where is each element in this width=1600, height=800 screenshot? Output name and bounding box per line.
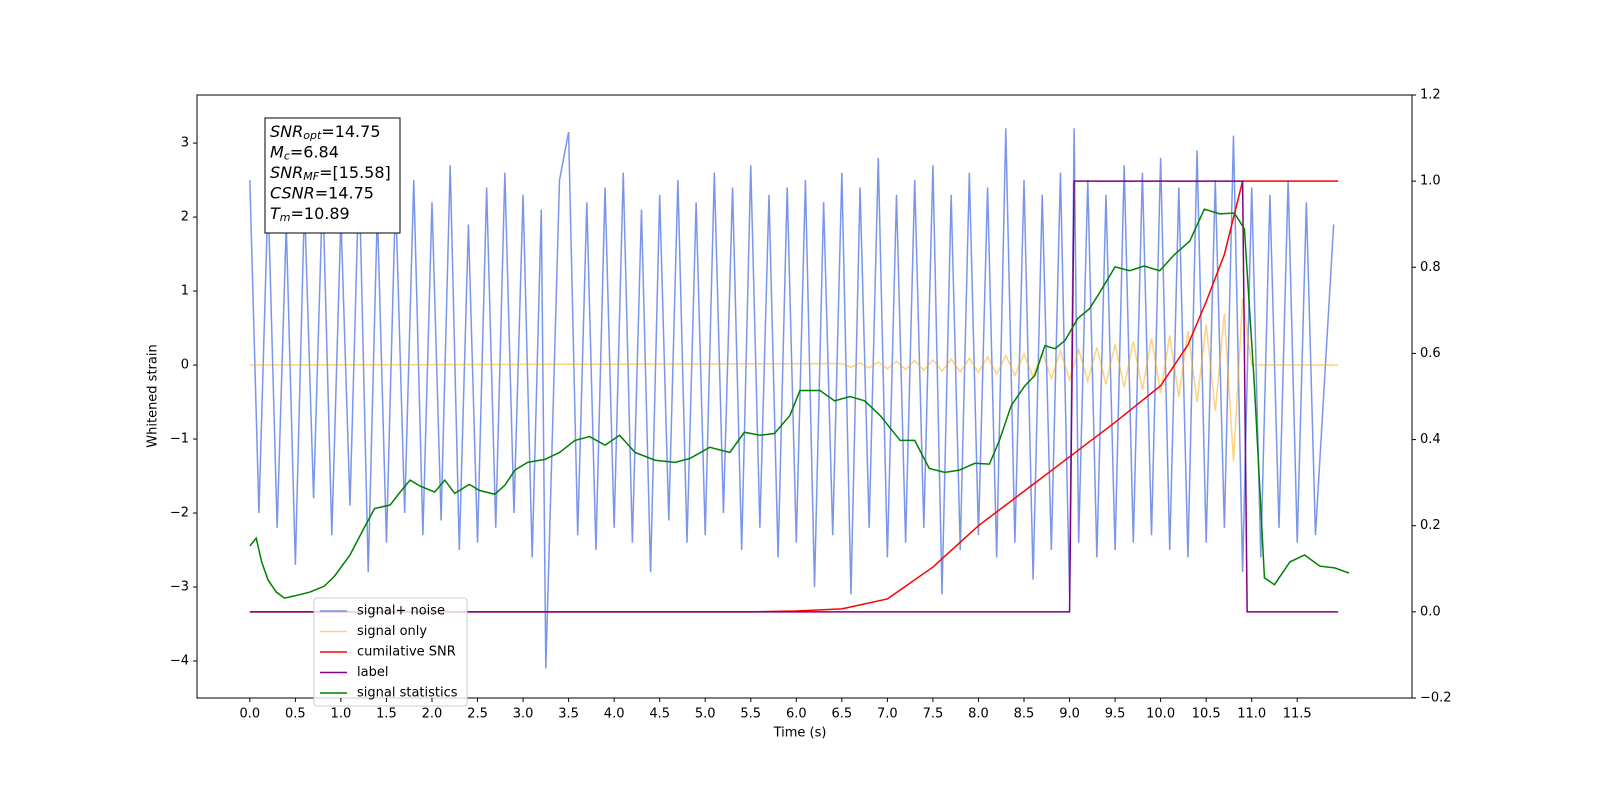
y2-tick-label: 0.6: [1420, 346, 1441, 361]
x-tick-label: 9.0: [1059, 707, 1080, 722]
x-tick-label: 0.5: [285, 707, 306, 722]
plot-area: [249, 128, 1350, 669]
x-tick-label: 3.5: [558, 707, 579, 722]
y-tick-label: −3: [170, 580, 189, 595]
legend-label: signal statistics: [357, 686, 458, 701]
y-tick-label: −4: [170, 654, 189, 669]
annotation-part: =6.84: [290, 142, 339, 161]
annotation-part: =14.75: [315, 183, 374, 202]
series-line: [249, 180, 1339, 613]
legend: signal+ noise signal only cumilative SNR la…: [313, 597, 468, 707]
x-tick-label: 9.5: [1105, 707, 1126, 722]
y2-tick-label: 1.0: [1420, 174, 1441, 189]
annotation-part: MF: [303, 170, 319, 183]
x-tick-label: 1.0: [331, 707, 352, 722]
x-tick-label: 0.0: [239, 707, 260, 722]
x-tick-label: 2.0: [422, 707, 443, 722]
y-tick-label: 1: [181, 284, 189, 299]
x-tick-label: 4.5: [649, 707, 670, 722]
x-tick-label: 4.0: [604, 707, 625, 722]
y-tick-label: −2: [170, 506, 189, 521]
x-tick-label: 7.0: [877, 707, 898, 722]
annotation-line: SNRMF=[15.58]: [270, 163, 391, 184]
y2-tick-label: 0.8: [1420, 260, 1441, 275]
x-tick-label: 6.0: [786, 707, 807, 722]
series-line: [249, 128, 1335, 669]
legend-frame: [313, 597, 468, 707]
legend-label: label: [357, 665, 388, 680]
x-tick-label: 10.5: [1192, 707, 1221, 722]
x-tick-label: 11.0: [1237, 707, 1266, 722]
annotation-line: Mc=6.84: [270, 142, 339, 163]
annotation-part: CSNR: [270, 183, 315, 202]
y2-tick-label: −0.2: [1420, 691, 1452, 706]
annotation-part: =14.75: [321, 122, 380, 141]
y-tick-label: 3: [181, 136, 189, 151]
axes-frame: [196, 94, 1413, 699]
legend-label: cumilative SNR: [357, 645, 456, 660]
annotation-part: =10.89: [291, 204, 350, 223]
series-line: [249, 208, 1350, 599]
x-tick-label: 7.5: [923, 707, 944, 722]
annotation-line: SNRopt=14.75: [270, 122, 381, 143]
annotation-line: CSNR=14.75: [270, 183, 374, 202]
annotation-frame: [264, 117, 401, 234]
annotation-part: M: [270, 142, 284, 161]
annotation-part: SNR: [270, 122, 303, 141]
annotation-part: c: [284, 150, 290, 163]
x-tick-label: 5.0: [695, 707, 716, 722]
annotation-part: =[15.58]: [319, 163, 391, 182]
annotation-part: m: [280, 211, 291, 224]
legend-label: signal only: [357, 624, 427, 639]
series-line: [249, 180, 1339, 613]
x-axis-label: Time (s): [773, 726, 827, 741]
annotation-part: T: [270, 204, 281, 223]
annotation-line: Tm=10.89: [270, 204, 350, 225]
annotation-box: SNRopt=14.75Mc=6.84SNRMF=[15.58]CSNR=14.…: [264, 117, 401, 234]
y2-tick-label: 0.0: [1420, 604, 1441, 619]
x-tick-label: 3.0: [513, 707, 534, 722]
y-axis-label: Whitened strain: [146, 344, 161, 447]
x-tick-label: 11.5: [1283, 707, 1312, 722]
y-tick-label: 2: [181, 210, 189, 225]
x-tick-label: 8.5: [1014, 707, 1035, 722]
y2-tick-label: 1.2: [1420, 88, 1441, 103]
x-tick-label: 1.5: [376, 707, 397, 722]
x-tick-label: 2.5: [467, 707, 488, 722]
x-tick-label: 6.5: [831, 707, 852, 722]
y2-tick-label: 0.2: [1420, 518, 1441, 533]
legend-label: signal+ noise: [357, 604, 445, 619]
x-tick-label: 8.0: [968, 707, 989, 722]
y2-tick-label: 0.4: [1420, 432, 1441, 447]
annotation-part: SNR: [270, 163, 303, 182]
x-tick-label: 5.5: [740, 707, 761, 722]
y-tick-label: −1: [170, 432, 189, 447]
y-tick-label: 0: [181, 358, 189, 373]
x-tick-label: 10.0: [1146, 707, 1175, 722]
annotation-part: opt: [303, 129, 322, 142]
